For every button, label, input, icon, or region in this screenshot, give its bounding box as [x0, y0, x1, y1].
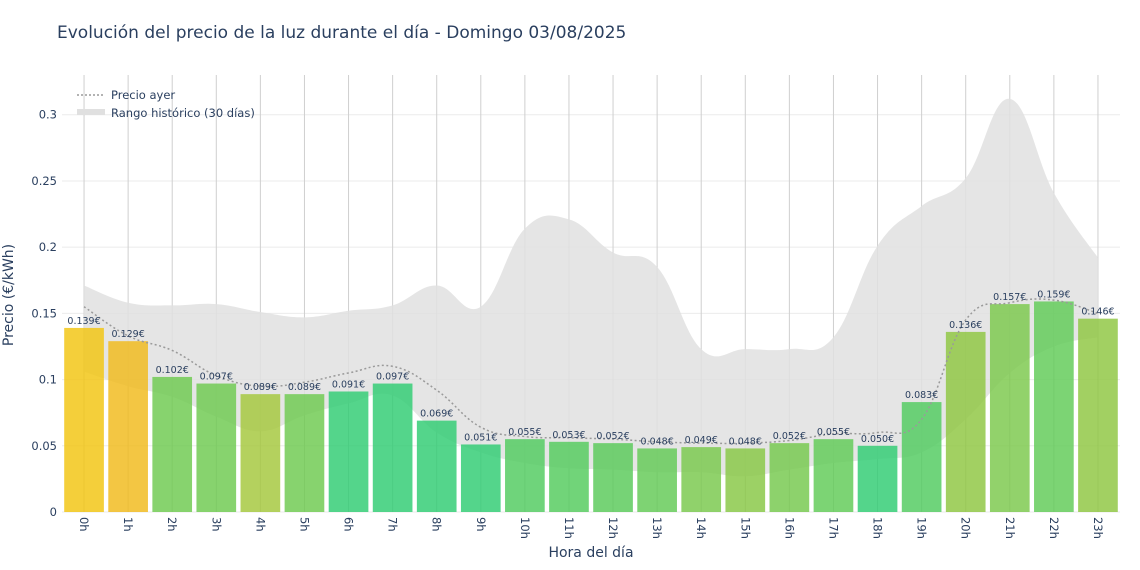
- y-tick-label: 0.2: [39, 240, 57, 254]
- bar-value-label: 0.097€: [376, 372, 409, 383]
- bar-17h: [813, 439, 854, 512]
- historical-range-band: [84, 98, 1098, 477]
- x-axis-title: Hora del día: [548, 545, 633, 561]
- bars: [64, 301, 1118, 512]
- x-tick-label: 13h: [650, 517, 664, 539]
- x-tick-label: 18h: [871, 517, 885, 539]
- bar-value-label: 0.051€: [464, 432, 497, 443]
- y-tick-label: 0: [50, 505, 57, 519]
- x-tick-label: 10h: [518, 517, 532, 539]
- bar-8h: [416, 420, 457, 512]
- bar-value-label: 0.049€: [685, 435, 718, 446]
- bar-value-label: 0.052€: [596, 431, 629, 442]
- legend-range-label: Rango histórico (30 días): [111, 106, 255, 120]
- legend-range-swatch: [77, 109, 105, 115]
- x-tick-label: 11h: [562, 517, 576, 539]
- chart-title: Evolución del precio de la luz durante e…: [57, 23, 626, 43]
- bar-14h: [681, 447, 722, 512]
- x-tick-label: 22h: [1047, 517, 1061, 539]
- bar-value-label: 0.050€: [861, 434, 894, 445]
- bar-value-label: 0.136€: [949, 320, 982, 331]
- x-tick-label: 2h: [165, 517, 179, 532]
- bar-7h: [372, 383, 413, 512]
- y-tick-label: 0.15: [31, 306, 57, 320]
- x-tick-label: 15h: [738, 517, 752, 539]
- x-tick-label: 17h: [826, 517, 840, 539]
- bar-20h: [945, 331, 986, 512]
- x-tick-label: 20h: [959, 517, 973, 539]
- bar-9h: [460, 444, 501, 512]
- bar-5h: [284, 394, 325, 512]
- bar-18h: [857, 445, 898, 512]
- y-tick-label: 0.3: [39, 108, 57, 122]
- y-tick-label: 0.05: [31, 439, 57, 453]
- bar-value-label: 0.102€: [156, 365, 189, 376]
- x-tick-label: 6h: [342, 517, 356, 532]
- yesterday-line-path: [83, 298, 1099, 445]
- bar-value-label: 0.055€: [508, 427, 541, 438]
- bar-4h: [240, 394, 281, 512]
- x-tick-label: 3h: [209, 517, 223, 532]
- bar-value-label: 0.069€: [420, 409, 453, 420]
- bar-22h: [1034, 301, 1074, 512]
- x-tick-label: 12h: [606, 517, 620, 539]
- bar-0h: [64, 327, 104, 512]
- bar-19h: [901, 402, 942, 512]
- x-tick-label: 7h: [386, 517, 400, 532]
- bar-value-label: 0.159€: [1037, 289, 1070, 300]
- x-tick-label: 19h: [915, 517, 929, 539]
- x-tick-label: 16h: [782, 517, 796, 539]
- y-tick-label: 0.1: [39, 373, 57, 387]
- y-axis-ticks: 0 0.05 0.1 0.15 0.2 0.25 0.3: [31, 108, 57, 519]
- bar-value-label: 0.048€: [641, 436, 674, 447]
- legend-yesterday-label: Precio ayer: [111, 88, 175, 102]
- bar-value-label: 0.048€: [729, 436, 762, 447]
- bar-value-label: 0.146€: [1081, 307, 1114, 318]
- bar-13h: [637, 448, 677, 512]
- bar-value-label: 0.091€: [332, 379, 365, 390]
- bar-2h: [152, 376, 193, 512]
- y-tick-label: 0.25: [31, 174, 57, 188]
- x-tick-label: 21h: [1003, 517, 1017, 539]
- yesterday-price-line: [83, 298, 1099, 445]
- bar-6h: [328, 391, 369, 512]
- bar-value-label: 0.089€: [244, 382, 277, 393]
- y-axis-title: Precio (€/kWh): [1, 244, 17, 346]
- x-tick-label: 23h: [1091, 517, 1105, 539]
- bar-value-label: 0.089€: [288, 382, 321, 393]
- bar-value-label: 0.083€: [905, 390, 938, 401]
- x-axis-ticks: 0h 1h 2h 3h 4h 5h 6h 7h 8h 9h 10h 11h 12h 13h 14h 15h 16…: [77, 517, 1105, 539]
- bar-3h: [196, 383, 237, 512]
- x-tick-label: 14h: [694, 517, 708, 539]
- historical-range-area: [84, 98, 1098, 477]
- bar-value-label: 0.097€: [200, 372, 233, 383]
- x-tick-label: 5h: [297, 517, 311, 532]
- x-tick-label: 9h: [474, 517, 488, 532]
- bar-value-label: 0.157€: [993, 292, 1026, 303]
- bar-15h: [725, 448, 766, 512]
- bar-value-label: 0.053€: [552, 430, 585, 441]
- bar-value-label: 0.052€: [773, 431, 806, 442]
- x-tick-label: 4h: [253, 517, 267, 532]
- bar-23h: [1078, 318, 1118, 512]
- bar-value-label: 0.139€: [67, 316, 100, 327]
- x-tick-label: 1h: [121, 517, 135, 532]
- bar-1h: [108, 341, 148, 512]
- bar-16h: [769, 443, 810, 512]
- bar-21h: [989, 304, 1030, 512]
- legend: Precio ayer Rango histórico (30 días): [77, 88, 255, 120]
- bar-labels: 0.139€ 0.129€ 0.102€ 0.097€ 0.089€ 0.089€ 0.09…: [67, 289, 1114, 447]
- bar-value-label: 0.055€: [817, 427, 850, 438]
- x-tick-label: 8h: [430, 517, 444, 532]
- bar-12h: [593, 443, 633, 512]
- bar-10h: [505, 439, 545, 512]
- x-tick-label: 0h: [77, 517, 91, 532]
- bar-value-label: 0.129€: [112, 329, 145, 340]
- bar-11h: [549, 441, 589, 512]
